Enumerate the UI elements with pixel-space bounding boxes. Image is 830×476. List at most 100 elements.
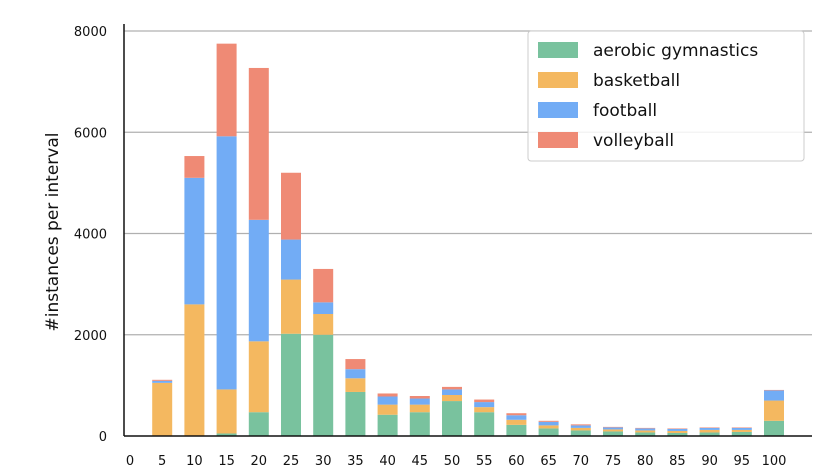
bar-segment-football: [506, 415, 527, 420]
bar-segment-volleyball: [699, 427, 720, 428]
legend-swatch: [538, 42, 578, 58]
legend-swatch: [538, 132, 578, 148]
x-tick-label: 50: [444, 454, 461, 469]
bar-segment-volleyball: [152, 379, 173, 381]
bar-segment-football: [248, 219, 269, 342]
bar-segment-football: [699, 427, 720, 430]
bar-segment-basketball: [667, 430, 688, 433]
x-tick-label: 95: [734, 454, 751, 469]
x-tick-label: 90: [701, 454, 718, 469]
bar-segment-aerobic-gymnastics: [667, 432, 688, 436]
bar-segment-volleyball: [281, 172, 301, 240]
bar-segment-basketball: [184, 304, 205, 436]
bar-segment-football: [152, 380, 173, 383]
bar-segment-volleyball: [635, 427, 656, 429]
bar-segment-football: [281, 239, 301, 280]
bar-segment-volleyball: [248, 67, 269, 220]
x-tick-label: 10: [186, 454, 203, 469]
bar-segment-football: [570, 425, 591, 428]
bar-segment-basketball: [764, 400, 784, 421]
bar-segment-aerobic-gymnastics: [699, 432, 720, 436]
bar-segment-volleyball: [538, 420, 559, 422]
legend-label: basketball: [593, 71, 680, 91]
x-tick-label: 45: [412, 454, 429, 469]
bar-segment-basketball: [603, 429, 623, 432]
y-axis-title: #instances per interval: [43, 133, 63, 332]
bar-segment-football: [184, 177, 205, 305]
x-tick-label: 60: [508, 454, 525, 469]
bar-segment-basketball: [377, 404, 398, 415]
x-tick-label: 55: [476, 454, 493, 469]
bar-segment-basketball: [248, 341, 269, 413]
x-tick-label: 0: [126, 454, 134, 469]
x-tick-label: 80: [637, 454, 654, 469]
bar-segment-volleyball: [442, 386, 462, 390]
x-tick-label: 65: [540, 454, 557, 469]
bar-segment-basketball: [506, 419, 527, 425]
legend-box: [527, 30, 805, 162]
bar-segment-volleyball: [731, 427, 752, 428]
y-tick-label: 0: [99, 430, 107, 445]
bar-segment-football: [442, 389, 462, 395]
legend-label: football: [593, 101, 657, 121]
bar-segment-basketball: [699, 429, 720, 433]
bar-segment-volleyball: [474, 399, 495, 403]
bar-segment-aerobic-gymnastics: [635, 432, 656, 436]
bar-segment-basketball: [152, 382, 173, 436]
legend-swatch: [538, 102, 578, 118]
bar-segment-aerobic-gymnastics: [345, 391, 366, 436]
bar-segment-football: [216, 136, 237, 390]
bar-segment-football: [377, 396, 398, 405]
bar-segment-aerobic-gymnastics: [216, 433, 237, 436]
legend-label: aerobic gymnastics: [593, 41, 758, 61]
bar-segment-basketball: [313, 313, 334, 335]
bar-segment-volleyball: [506, 413, 527, 416]
x-tick-label: 85: [669, 454, 686, 469]
bar-segment-aerobic-gymnastics: [248, 412, 269, 436]
bar-segment-volleyball: [216, 43, 237, 137]
bar-segment-football: [474, 402, 495, 408]
bar-segment-basketball: [281, 279, 301, 334]
bar-segment-aerobic-gymnastics: [409, 412, 430, 436]
bar-segment-volleyball: [345, 359, 366, 370]
bar-segment-aerobic-gymnastics: [281, 333, 301, 436]
x-tick-label: 20: [251, 454, 268, 469]
bar-segment-aerobic-gymnastics: [538, 428, 559, 436]
y-tick-label: 4000: [74, 228, 107, 243]
bar-segment-football: [667, 428, 688, 431]
y-tick-label: 8000: [74, 25, 107, 40]
bar-segment-football: [603, 427, 623, 430]
bar-segment-basketball: [442, 394, 462, 402]
x-tick-label: 70: [573, 454, 590, 469]
bar-segment-aerobic-gymnastics: [377, 414, 398, 436]
x-tick-label: 100: [762, 454, 787, 469]
x-tick-labels: 0 5 10 15 20 25 30 35 40 45 50 55 60 65 70 75 80 85 90 95 10…: [126, 454, 787, 469]
bar-segment-basketball: [345, 378, 366, 392]
bar-segment-volleyball: [764, 389, 784, 391]
bar-segment-aerobic-gymnastics: [731, 431, 752, 436]
bar-segment-basketball: [474, 407, 495, 413]
x-tick-label: 15: [218, 454, 235, 469]
bar-segment-aerobic-gymnastics: [570, 430, 591, 436]
bar-segment-volleyball: [570, 424, 591, 426]
bar-segment-football: [538, 421, 559, 426]
x-tick-label: 5: [158, 454, 166, 469]
bars: [152, 43, 784, 436]
bar-segment-aerobic-gymnastics: [603, 431, 623, 436]
bar-segment-volleyball: [313, 268, 334, 303]
bar-segment-basketball: [635, 430, 656, 433]
x-tick-label: 35: [347, 454, 364, 469]
bar-segment-football: [764, 390, 784, 401]
bar-segment-basketball: [216, 389, 237, 434]
bar-segment-volleyball: [667, 428, 688, 429]
bar-segment-aerobic-gymnastics: [474, 412, 495, 436]
x-tick-label: 30: [315, 454, 332, 469]
y-tick-label: 2000: [74, 329, 107, 344]
bar-segment-aerobic-gymnastics: [764, 420, 784, 436]
bar-segment-volleyball: [603, 426, 623, 428]
bar-segment-football: [635, 428, 656, 431]
bar-segment-football: [731, 427, 752, 430]
bar-segment-football: [313, 302, 334, 314]
